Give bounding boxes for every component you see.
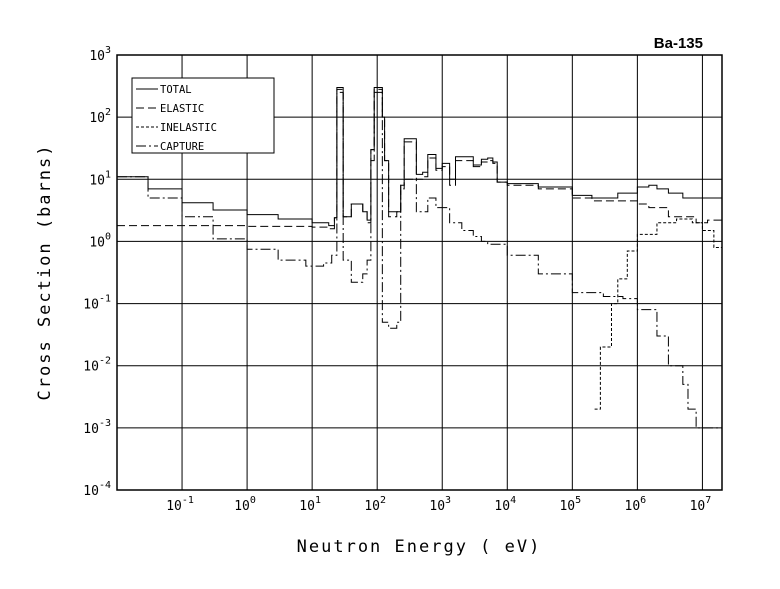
y-tick-label-4: 10-1	[83, 294, 111, 313]
legend-label-inelastic: INELASTIC	[160, 122, 217, 134]
x-axis-title: Neutron Energy ( eV)	[297, 537, 542, 557]
chart-title: Ba-135	[654, 35, 703, 52]
y-tick-label-6: 10-3	[83, 418, 111, 437]
x-tick-label-8: 107	[690, 495, 712, 514]
x-tick-label-5: 104	[494, 495, 516, 514]
y-tick-labels: 103 102 101 100 10-1 10-2 10-3 10-4	[83, 45, 111, 499]
x-tick-label-3: 102	[364, 495, 386, 514]
y-tick-label-3: 100	[89, 231, 111, 250]
y-axis-title: Cross Section (barns)	[35, 144, 55, 401]
legend-box	[131, 77, 275, 154]
x-tick-label-7: 106	[625, 495, 647, 514]
y-tick-label-2: 101	[89, 169, 111, 188]
x-tick-label-4: 103	[429, 495, 451, 514]
legend-label-elastic: ELASTIC	[160, 103, 204, 115]
y-tick-label-0: 103	[89, 45, 111, 64]
legend: TOTAL ELASTIC INELASTIC CAPTURE	[131, 77, 275, 154]
legend-label-capture: CAPTURE	[160, 141, 204, 153]
series-elastic	[117, 88, 723, 230]
y-tick-label-5: 10-2	[83, 356, 111, 375]
series-inelastic	[594, 218, 723, 410]
y-tick-label-1: 102	[89, 107, 111, 126]
x-tick-label-6: 105	[559, 495, 581, 514]
y-tick-label-7: 10-4	[83, 480, 111, 499]
series-capture	[117, 91, 722, 429]
x-tick-label-1: 100	[234, 495, 256, 514]
series-layer	[117, 86, 723, 429]
x-tick-labels: 10-1 100 101 102 103 104 105 106 107	[166, 495, 711, 514]
legend-label-total: TOTAL	[160, 84, 192, 96]
x-tick-label-2: 101	[299, 495, 321, 514]
plot-frame	[116, 54, 723, 491]
x-tick-label-0: 10-1	[166, 495, 194, 514]
